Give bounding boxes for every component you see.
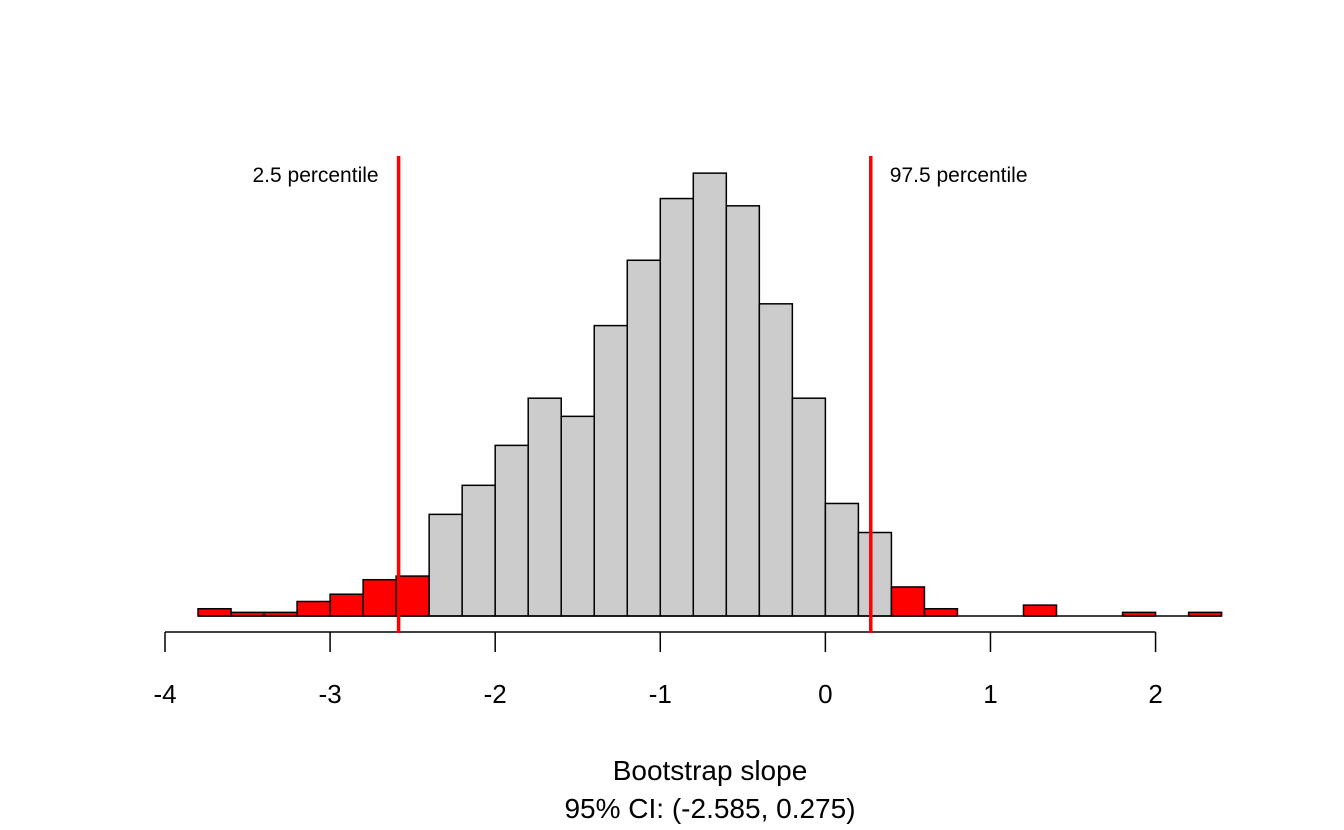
histogram-bar-4 xyxy=(329,593,364,617)
histogram-bar-22 xyxy=(923,607,959,617)
x-tick-label: -3 xyxy=(319,679,342,709)
x-tick-label: -2 xyxy=(484,679,507,709)
histogram-bar-21 xyxy=(890,586,926,617)
x-axis: -4 -3 -2 -1 0 1 2 xyxy=(153,631,1163,709)
histogram-bar-18 xyxy=(791,397,827,617)
histogram-bar-12 xyxy=(593,324,629,617)
histogram-bar-3 xyxy=(296,600,331,617)
x-tick-label: -4 xyxy=(153,679,176,709)
histogram-bar-20 xyxy=(857,531,893,617)
histogram-bar-16 xyxy=(725,205,761,617)
percentile-lines: 2.5 percentile 97.5 percentile xyxy=(253,156,1028,633)
percentile-label-0: 2.5 percentile xyxy=(253,164,379,187)
x-tick-label: 0 xyxy=(818,679,832,709)
x-tick-label: -1 xyxy=(649,679,672,709)
histogram-bar-11 xyxy=(560,415,595,617)
percentile-label-1: 97.5 percentile xyxy=(890,164,1028,187)
histogram-bar-5 xyxy=(362,578,397,617)
ci-subtitle: 95% CI: (-2.585, 0.275) xyxy=(564,793,855,824)
histogram-bar-13 xyxy=(626,259,662,617)
histogram-bar-10 xyxy=(527,397,562,617)
x-axis-ticks: -4 -3 -2 -1 0 1 2 xyxy=(153,632,1163,709)
histogram-bar-25 xyxy=(1022,604,1058,617)
histogram-bar-0 xyxy=(197,607,232,617)
histogram-bars xyxy=(197,172,1223,617)
histogram-bar-17 xyxy=(758,303,794,617)
histogram-bar-9 xyxy=(494,444,529,617)
x-tick-label: 2 xyxy=(1148,679,1162,709)
histogram-bar-14 xyxy=(659,197,695,617)
histogram-bar-19 xyxy=(824,502,860,617)
x-axis-label: Bootstrap slope xyxy=(613,755,808,786)
histogram-bar-8 xyxy=(461,484,496,617)
histogram-bar-7 xyxy=(428,513,463,617)
histogram-bar-6 xyxy=(395,575,430,617)
x-tick-label: 1 xyxy=(983,679,997,709)
histogram-bar-15 xyxy=(692,172,728,617)
